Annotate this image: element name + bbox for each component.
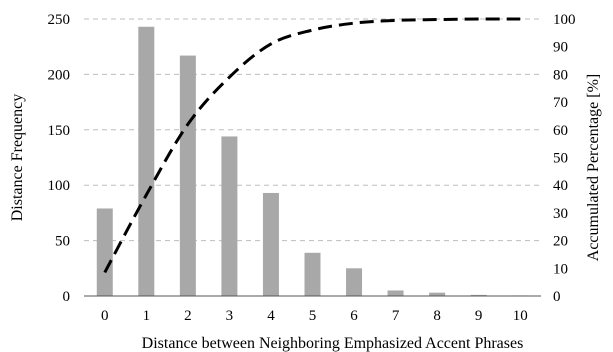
x-tick-label: 10: [513, 308, 528, 324]
accumulated-percentage-line: [103, 17, 521, 274]
bar-2: [179, 55, 196, 297]
x-tick-label: 2: [184, 308, 192, 324]
y2-tick-label: 10: [553, 261, 568, 277]
bar-6: [346, 268, 363, 296]
y2-tick-label: 20: [553, 234, 568, 250]
y2-tick-labels: 0 10 20 30 40 50 60 70 80 90 100: [553, 12, 576, 305]
y2-axis-label: Accumulated Percentage [%]: [585, 74, 602, 261]
y2-tick-label: 40: [553, 178, 568, 194]
x-tick-label: 0: [101, 308, 109, 324]
y2-tick-label: 0: [553, 289, 561, 305]
x-tick-label: 5: [309, 308, 317, 324]
bar-0: [96, 208, 113, 296]
y2-tick-label: 80: [553, 67, 568, 83]
y2-tick-label: 70: [553, 95, 568, 111]
y-tick-label: 200: [48, 67, 71, 83]
bar-9: [470, 294, 487, 296]
x-tick-label: 7: [392, 308, 400, 324]
y-axis-label: Distance Frequency: [9, 94, 26, 222]
bar-8: [429, 292, 446, 296]
y2-tick-label: 60: [553, 123, 568, 139]
x-tick-label: 8: [433, 308, 441, 324]
x-axis-label: Distance between Neighboring Emphasized …: [142, 335, 524, 352]
y2-tick-label: 30: [553, 206, 568, 222]
bar-3: [221, 136, 238, 296]
bar-7: [387, 290, 404, 296]
y2-tick-label: 100: [553, 12, 576, 28]
grid-lines: [84, 18, 541, 242]
x-tick-label: 1: [143, 308, 151, 324]
bar-5: [304, 252, 321, 296]
y-tick-label: 0: [63, 289, 71, 305]
bar-4: [262, 192, 279, 296]
y-tick-label: 100: [48, 178, 71, 194]
x-tick-label: 3: [226, 308, 234, 324]
y-tick-label: 50: [55, 234, 70, 250]
x-tick-label: 4: [267, 308, 275, 324]
x-tick-label: 9: [475, 308, 483, 324]
y2-tick-label: 90: [553, 40, 568, 56]
x-tick-labels: 0 1 2 3 4 5 6 7 8 9 10: [101, 308, 528, 324]
bar-series: [96, 26, 529, 297]
y-tick-labels: 0 50 100 150 200 250: [48, 12, 71, 305]
x-tick-label: 6: [350, 308, 358, 324]
y-tick-label: 150: [48, 123, 71, 139]
y2-tick-label: 50: [553, 151, 568, 167]
y-tick-label: 250: [48, 12, 71, 28]
bar-1: [138, 26, 155, 296]
